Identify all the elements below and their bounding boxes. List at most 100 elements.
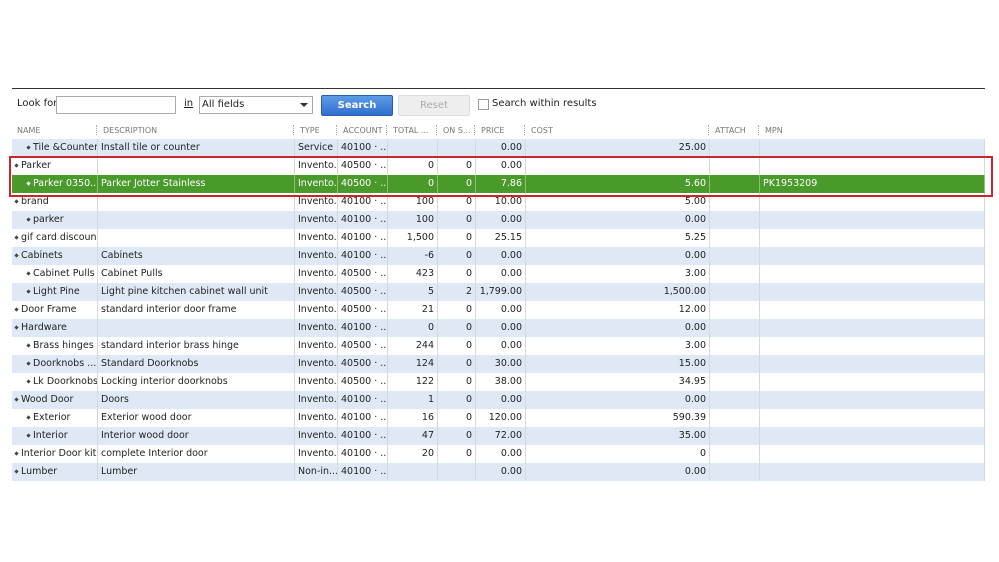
cell-text: 0.00: [501, 448, 522, 459]
table-row[interactable]: Doorknobs ...Standard DoorknobsInvento..…: [12, 355, 985, 373]
table-cell: Doors: [98, 391, 295, 409]
cell-text: 0: [466, 412, 472, 423]
table-cell: [710, 355, 760, 373]
cell-text: Invento...: [298, 304, 338, 315]
column-header[interactable]: TYPE: [300, 126, 335, 135]
table-cell: Interior Door kit: [12, 445, 98, 463]
cell-text: 5: [428, 286, 434, 297]
cell-text: 38.00: [495, 376, 522, 387]
table-cell: [710, 247, 760, 265]
table-row[interactable]: Cabinet PullsCabinet PullsInvento...4050…: [12, 265, 985, 283]
cell-text: 25.00: [679, 142, 706, 153]
cell-text: 0.00: [685, 214, 706, 225]
table-cell: 16: [388, 409, 438, 427]
table-cell: Exterior: [12, 409, 98, 427]
cell-text: 1: [428, 394, 434, 405]
table-cell: [438, 139, 476, 157]
reset-button[interactable]: Reset: [398, 95, 470, 116]
cell-text: Invento...: [298, 412, 338, 423]
table-cell: 0.00: [476, 211, 526, 229]
table-cell: Invento...: [295, 409, 338, 427]
table-row[interactable]: LumberLumberNon-in...40100 · ...0.000.00: [12, 463, 985, 481]
table-cell: [710, 319, 760, 337]
table-cell: Lumber: [12, 463, 98, 481]
table-cell: 0: [438, 409, 476, 427]
table-cell: [760, 247, 985, 265]
cell-text: 0.00: [501, 304, 522, 315]
table-cell: 0.00: [476, 265, 526, 283]
cell-text: 100: [416, 196, 434, 207]
column-header[interactable]: MPN: [765, 126, 982, 135]
cell-text: 5.25: [685, 232, 706, 243]
column-separator: [293, 125, 294, 135]
cell-text: 0.00: [501, 394, 522, 405]
look-for-input[interactable]: [56, 96, 176, 114]
column-header[interactable]: ACCOUNT: [343, 126, 385, 135]
column-header[interactable]: DESCRIPTION: [103, 126, 292, 135]
table-row[interactable]: CabinetsCabinetsInvento...40100 · ...-60…: [12, 247, 985, 265]
table-cell: 21: [388, 301, 438, 319]
table-row[interactable]: InteriorInterior wood doorInvento...4010…: [12, 427, 985, 445]
table-row[interactable]: parkerInvento...40100 · ...10000.000.00: [12, 211, 985, 229]
column-header[interactable]: ON S...: [443, 126, 473, 135]
cell-text: Install tile or counter: [101, 142, 200, 153]
cell-text: 0: [700, 448, 706, 459]
cell-text: Interior Door kit: [21, 448, 96, 459]
table-row[interactable]: Brass hingesstandard interior brass hing…: [12, 337, 985, 355]
cell-text: 40100 · ...: [341, 250, 388, 261]
column-header[interactable]: NAME: [17, 126, 95, 135]
table-cell: [710, 301, 760, 319]
column-header[interactable]: ATTACH: [715, 126, 757, 135]
table-cell: [760, 463, 985, 481]
table-cell: [710, 283, 760, 301]
cell-text: Invento...: [298, 196, 338, 207]
item-icon: [26, 343, 30, 347]
table-row[interactable]: Interior Door kitcomplete Interior doorI…: [12, 445, 985, 463]
cell-text: 0.00: [685, 394, 706, 405]
table-cell: 20: [388, 445, 438, 463]
cell-text: 0.00: [501, 250, 522, 261]
table-cell: 0.00: [476, 337, 526, 355]
table-cell: 0.00: [526, 211, 710, 229]
item-icon: [14, 199, 18, 203]
table-row[interactable]: HardwareInvento...40100 · ...000.000.00: [12, 319, 985, 337]
cell-text: 0: [466, 394, 472, 405]
cell-text: Invento...: [298, 286, 338, 297]
cell-text: 15.00: [679, 358, 706, 369]
table-cell: Invento...: [295, 355, 338, 373]
column-header[interactable]: COST: [531, 126, 707, 135]
table-cell: 0: [438, 265, 476, 283]
table-row[interactable]: Door Framestandard interior door frameIn…: [12, 301, 985, 319]
cell-text: Invento...: [298, 376, 338, 387]
table-cell: 0.00: [476, 247, 526, 265]
table-row[interactable]: gif card discountInvento...40100 · ...1,…: [12, 229, 985, 247]
table-cell: [760, 391, 985, 409]
field-select[interactable]: All fields: [199, 96, 313, 114]
table-row[interactable]: Light PineLight pine kitchen cabinet wal…: [12, 283, 985, 301]
cell-text: 0: [466, 232, 472, 243]
cell-text: Hardware: [21, 322, 67, 333]
table-cell: 0: [438, 337, 476, 355]
within-results-checkbox[interactable]: [478, 99, 489, 110]
cell-text: 0: [466, 322, 472, 333]
table-row[interactable]: ExteriorExterior wood doorInvento...4010…: [12, 409, 985, 427]
cell-text: 40100 · ...: [341, 322, 388, 333]
search-button[interactable]: Search: [321, 95, 393, 116]
cell-text: 40100 · ...: [341, 214, 388, 225]
cell-text: 20: [422, 448, 434, 459]
cell-text: Invento...: [298, 394, 338, 405]
column-header[interactable]: PRICE: [481, 126, 523, 135]
cell-text: Lumber: [101, 466, 137, 477]
cell-text: Doorknobs ...: [33, 358, 96, 369]
cell-text: 0: [466, 196, 472, 207]
table-row[interactable]: Lk DoorknobsLocking interior doorknobsIn…: [12, 373, 985, 391]
cell-text: Tile &Counter: [33, 142, 98, 153]
column-separator: [524, 125, 525, 135]
cell-text: 12.00: [679, 304, 706, 315]
table-cell: 1: [388, 391, 438, 409]
within-results-label: Search within results: [492, 98, 597, 109]
table-row[interactable]: Tile &CounterInstall tile or counterServ…: [12, 139, 985, 157]
table-row[interactable]: Wood DoorDoorsInvento...40100 · ...100.0…: [12, 391, 985, 409]
table-cell: 0: [438, 211, 476, 229]
column-header[interactable]: TOTAL ...: [393, 126, 435, 135]
